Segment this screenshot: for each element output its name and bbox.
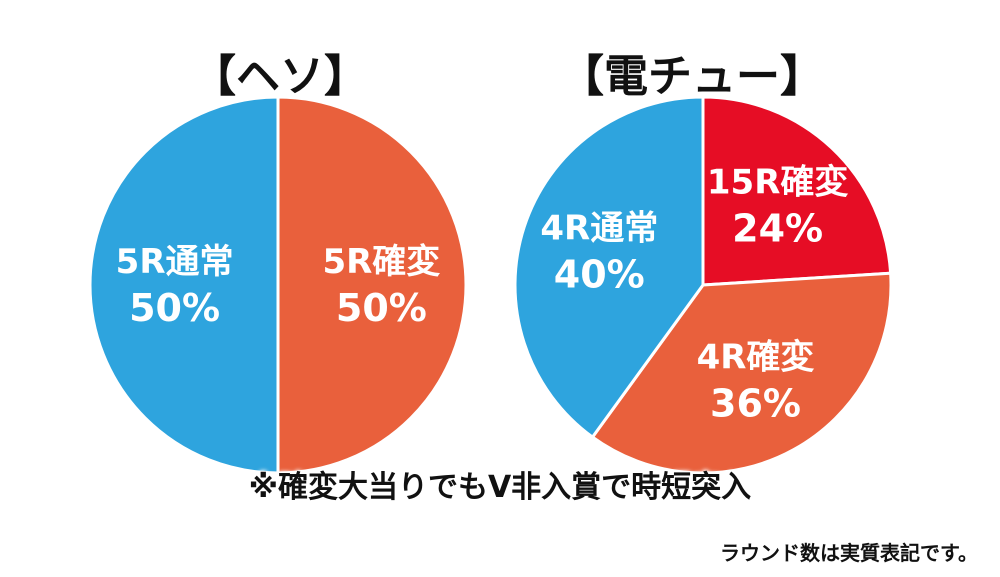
slice-label-denchu-2: 4R通常 [540,208,658,248]
pie-slice-denchu-2 [513,95,705,439]
chart-title-denchu: 【電チュー】 [560,51,824,102]
pie-slice-heso-0 [276,95,468,475]
pie-slice-denchu-0 [701,95,893,287]
footnote-text: ラウンド数は実質表記です。 [720,541,978,565]
note-text: ※確変大当りでもV非入賞で時短突入 [248,470,752,505]
slice-value-heso-0: 50% [336,286,427,330]
slice-value-denchu-0: 24% [732,207,823,251]
pie-slice-heso-1 [88,95,280,475]
slice-value-heso-1: 50% [129,286,220,330]
slice-label-heso-0: 5R確変 [322,242,440,282]
chart-title-heso: 【ヘソ】 [192,51,368,102]
slice-label-heso-1: 5R通常 [116,242,234,282]
slice-value-denchu-1: 36% [710,382,801,426]
slice-value-denchu-2: 40% [554,252,645,296]
pie-slice-denchu-1 [590,271,893,475]
slice-label-denchu-1: 4R確変 [697,338,815,378]
slice-label-denchu-0: 15R確変 [707,163,849,203]
